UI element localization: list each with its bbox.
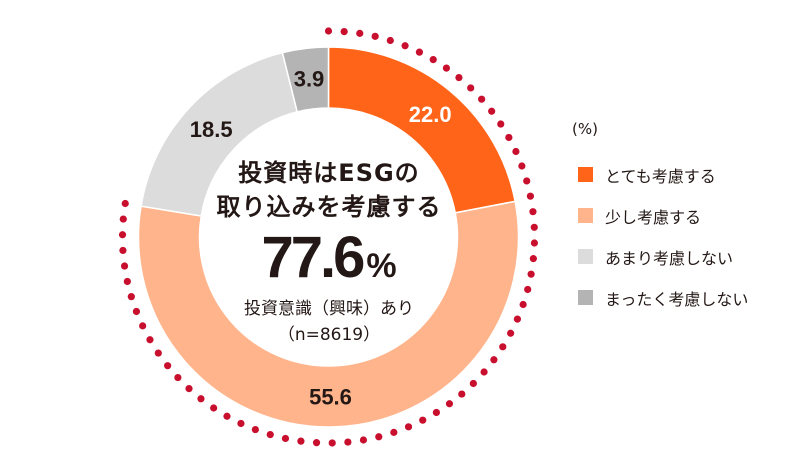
center-title-line1: 投資時はESGの [238,159,420,187]
legend-unit: (%) [572,120,598,138]
total-unit: % [366,247,397,285]
highlight-dot [524,285,532,294]
segment-value-label: 18.5 [190,117,233,142]
highlight-dot [404,423,413,431]
total-value: 77.6 [261,225,365,290]
highlight-dot [132,307,141,316]
highlight-dot [415,48,424,56]
highlight-dot [497,120,505,128]
highlight-dot [530,223,538,231]
legend-swatch [578,249,593,264]
legend-swatch [578,208,593,223]
legend-item: あまり考慮しない [570,236,748,277]
highlight-dot [174,373,182,382]
highlight-dot [223,412,231,420]
highlight-dot [375,433,383,441]
highlight-dot [458,390,466,398]
highlight-dot [432,408,441,417]
highlight-dot [281,434,290,443]
highlight-dot [469,379,477,388]
legend-item: まったく考慮しない [570,277,748,318]
highlight-dot [120,262,129,270]
donut-segment [137,200,520,428]
legend: (%) とても考慮する 少し考慮する あまり考慮しない まったく考慮しない [570,120,748,318]
highlight-dot [523,177,531,185]
highlight-dot [312,439,321,447]
legend-swatch [578,290,593,305]
caption-text: 投資意識（興味）あり [244,299,414,319]
highlight-dot [529,208,537,216]
legend-label: 少し考慮する [605,207,702,227]
highlight-dot [467,84,475,92]
legend-item: 少し考慮する [570,195,748,236]
highlight-dot [512,147,520,156]
highlight-dot [324,27,333,35]
highlight-dot [442,64,451,72]
highlight-dot [530,239,539,247]
highlight-dot [121,199,129,208]
highlight-dot [118,231,127,239]
total-percentage: 77.6% [198,226,460,298]
highlight-dot [185,384,193,393]
highlight-dot [513,315,522,323]
center-title-line2: 取り込みを考慮する [216,193,442,221]
highlight-dot [488,107,496,115]
highlight-dot [154,349,162,357]
donut-segment [281,46,330,113]
legend-swatch [578,167,593,182]
highlight-dot [518,162,526,170]
highlight-dot [526,192,535,200]
donut-segments [137,46,520,428]
highlight-dot [119,215,127,223]
highlight-dot [455,73,463,82]
highlight-dot [123,277,131,286]
highlight-dot [210,404,218,412]
highlight-dot [340,27,348,36]
highlight-dot [197,395,205,403]
segment-value-label: 22.0 [409,102,452,127]
center-caption: 投資意識（興味）あり （n=8619） [198,296,460,348]
highlight-dot [499,343,507,351]
highlight-dot [164,362,172,370]
highlight-dot [297,437,305,445]
highlight-dot [356,29,364,37]
highlight-dot [371,32,379,40]
highlight-dot [266,430,274,439]
highlight-dot [480,368,488,376]
highlight-dot [146,336,154,344]
highlight-dot [519,300,527,309]
legend-label: あまり考慮しない [605,248,734,268]
segment-value-label: 55.6 [309,384,352,409]
segment-value-labels: 22.0 55.6 18.5 3.9 [190,67,452,410]
highlight-dot [429,56,437,64]
highlight-dot [127,293,135,301]
center-title: 投資時はESGの 取り込みを考慮する [198,156,460,224]
highlight-dot [251,425,259,434]
legend-item: とても考慮する [570,154,748,195]
highlight-dot [419,416,427,424]
highlight-dot [139,322,147,330]
highlight-dot [445,400,454,408]
sample-size: （n=8619） [277,325,381,345]
highlight-dot [119,246,127,255]
highlight-dot [505,133,513,142]
highlight-dot [390,428,398,436]
highlight-dot [359,436,368,444]
highlight-dot [529,255,537,263]
highlight-dot [507,329,515,337]
highlight-dot [527,270,535,278]
highlight-dot [478,95,486,103]
highlight-dot [490,356,498,364]
legend-label: とても考慮する [605,166,716,186]
segment-value-label: 3.9 [294,67,325,92]
highlight-dot [386,36,394,45]
legend-label: まったく考慮しない [605,289,749,309]
highlight-dotted-arc [118,27,539,447]
highlight-dot [344,438,352,446]
highlight-dot [237,419,245,428]
highlight-dot [328,439,336,447]
highlight-dot [401,42,409,50]
